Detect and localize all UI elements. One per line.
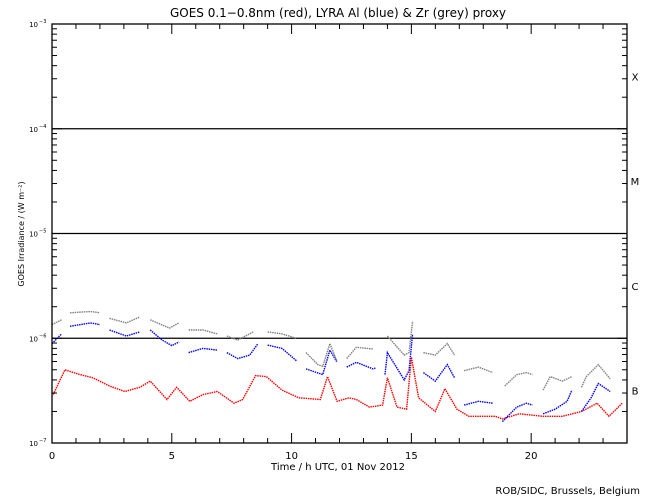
series-line-lyra-zr [423, 342, 456, 356]
flare-class-label-x: X [632, 72, 639, 83]
flare-class-label-c: C [632, 282, 639, 293]
y-tick-label-exponent: −3 [39, 19, 46, 25]
x-tick-label: 15 [405, 451, 418, 462]
x-tick-label: 10 [285, 451, 298, 462]
x-tick-label: 20 [525, 451, 538, 462]
flare-class-label-m: M [631, 177, 640, 188]
series-line-lyra-zr [149, 319, 180, 329]
series-line-lyra-al [463, 400, 493, 406]
y-tick-label-base: 10 [29, 440, 38, 448]
y-tick-label-base: 10 [29, 335, 38, 343]
series-line-lyra-al [188, 347, 218, 354]
series-line-lyra-zr [542, 375, 573, 391]
y-tick-label-exponent: −6 [39, 333, 46, 339]
series-line-lyra-zr [386, 321, 414, 356]
y-tick-label-exponent: −5 [39, 229, 46, 235]
series-line-lyra-al [542, 389, 573, 415]
chart-title: GOES 0.1−0.8nm (red), LYRA Al (blue) & Z… [170, 6, 506, 20]
series-line-lyra-zr [504, 371, 533, 387]
y-axis-label: GOES Irradiance / (W m⁻²) [17, 181, 26, 286]
series-line-goes [52, 357, 623, 420]
series-line-lyra-zr [69, 310, 100, 314]
x-tick-label: 0 [49, 451, 55, 462]
series-line-lyra-zr [51, 319, 62, 326]
series-line-lyra-zr [305, 341, 338, 368]
flare-class-label-b: B [632, 387, 639, 398]
credit-text: ROB/SIDC, Brussels, Belgium [495, 486, 640, 497]
y-tick-label-exponent: −7 [39, 438, 46, 444]
series-line-lyra-zr [463, 366, 494, 374]
y-tick-label-base: 10 [29, 231, 38, 239]
x-axis-label: Time / h UTC, 01 Nov 2012 [270, 462, 405, 473]
series-line-lyra-zr [188, 329, 218, 335]
series-line-lyra-zr [267, 331, 297, 339]
series-line-lyra-al [149, 329, 180, 347]
series-line-lyra-zr [346, 346, 374, 360]
series-line-lyra-al [384, 333, 414, 382]
series-line-lyra-al [501, 402, 533, 423]
series-line-lyra-zr [580, 363, 611, 388]
series-line-lyra-al [109, 329, 141, 337]
y-tick-label-exponent: −4 [39, 124, 46, 130]
series-line-lyra-al [69, 322, 101, 327]
series-line-lyra-zr [109, 316, 141, 324]
series-line-lyra-al [346, 361, 376, 370]
series-line-lyra-al [580, 382, 611, 412]
series-line-lyra-al [267, 344, 297, 362]
series-line-lyra-al [226, 343, 259, 360]
y-tick-label-base: 10 [29, 21, 38, 29]
y-tick-label-base: 10 [29, 126, 38, 134]
x-tick-label: 5 [169, 451, 175, 462]
series-line-lyra-al [422, 363, 456, 383]
series-line-lyra-al [305, 348, 338, 376]
series-line-lyra-zr [226, 331, 254, 341]
